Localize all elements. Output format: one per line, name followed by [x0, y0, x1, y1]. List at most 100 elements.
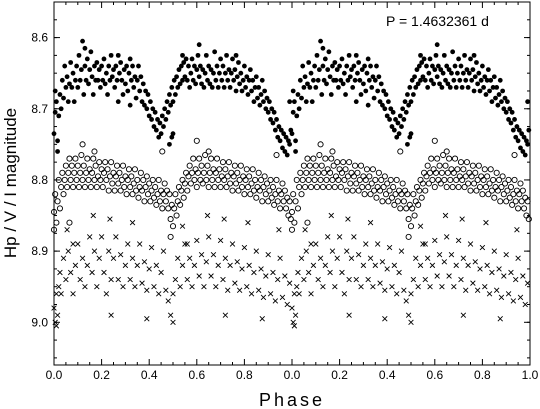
v-point: [205, 148, 212, 155]
hp-point: [518, 145, 523, 151]
i-point: [117, 251, 124, 258]
i-point: [365, 276, 371, 283]
hp-point: [336, 85, 341, 90]
v-point: [50, 208, 58, 216]
v-point: [116, 169, 123, 176]
i-point: [259, 316, 265, 322]
hp-point: [415, 81, 421, 87]
v-point: [217, 184, 224, 191]
v-point: [437, 180, 444, 187]
i-point: [458, 276, 464, 283]
v-point: [281, 187, 288, 194]
hp-point: [346, 52, 352, 58]
hp-point: [485, 67, 491, 73]
hp-point: [457, 77, 463, 83]
hp-point: [215, 85, 221, 90]
v-point: [150, 194, 158, 201]
hp-point: [213, 77, 219, 83]
i-point: [483, 219, 489, 226]
v-point: [487, 166, 494, 173]
hp-point: [491, 74, 497, 80]
hp-point: [137, 88, 143, 94]
hp-point: [494, 85, 500, 90]
hp-point: [434, 42, 440, 48]
v-point: [318, 162, 325, 169]
hp-point: [481, 85, 486, 90]
hp-point: [291, 99, 297, 105]
i-point: [484, 262, 490, 269]
v-point: [190, 155, 197, 162]
v-point: [393, 176, 400, 183]
v-point: [436, 162, 443, 169]
v-point: [305, 176, 312, 183]
hp-point: [459, 85, 465, 90]
hp-point: [138, 74, 144, 80]
hp-point: [145, 92, 151, 97]
hp-point: [131, 85, 137, 90]
hp-point: [516, 127, 522, 133]
v-point: [307, 184, 315, 191]
v-point: [356, 176, 363, 183]
v-point: [467, 187, 474, 194]
hp-point: [132, 74, 138, 80]
hp-point: [209, 85, 215, 90]
hp-point: [61, 95, 66, 101]
i-point: [215, 262, 221, 269]
i-point: [486, 291, 493, 297]
hp-point: [325, 67, 331, 73]
hp-point: [82, 63, 88, 69]
hp-point: [507, 106, 513, 112]
i-point: [308, 291, 314, 297]
x-tick-label: 0.4: [141, 368, 158, 382]
hp-point: [87, 67, 93, 73]
hp-point: [438, 67, 444, 73]
v-point: [198, 162, 205, 169]
hp-point: [99, 63, 104, 69]
x-tick-label: 1.0: [522, 368, 539, 382]
hp-point: [382, 106, 388, 112]
v-point: [328, 155, 335, 162]
hp-point: [250, 77, 256, 83]
i-point: [463, 287, 469, 293]
i-point: [136, 241, 143, 247]
hp-point: [188, 70, 194, 76]
hp-point: [51, 131, 57, 137]
hp-point: [98, 85, 103, 90]
hp-point: [456, 56, 461, 62]
i-point: [221, 216, 227, 222]
i-point: [89, 269, 95, 276]
v-point: [258, 176, 265, 183]
hp-point: [388, 106, 394, 112]
i-point: [141, 259, 148, 265]
v-point: [244, 184, 252, 191]
hp-point: [437, 81, 442, 87]
hp-point: [111, 67, 116, 73]
v-point: [372, 176, 379, 183]
v-point: [148, 187, 155, 194]
i-point: [175, 255, 181, 261]
v-point: [343, 187, 350, 194]
i-point: [332, 283, 338, 290]
v-point: [153, 201, 160, 208]
v-point: [388, 194, 396, 201]
i-point: [251, 269, 257, 276]
v-point: [472, 169, 479, 176]
v-point: [362, 176, 369, 183]
v-point: [410, 191, 417, 198]
hp-point: [62, 63, 68, 69]
i-point: [422, 241, 428, 247]
hp-point: [128, 77, 134, 83]
v-point: [310, 155, 317, 162]
v-point: [398, 191, 405, 198]
v-point: [416, 187, 423, 194]
hp-point: [207, 81, 213, 87]
hp-point: [214, 63, 220, 69]
hp-point: [308, 70, 314, 76]
v-point: [353, 180, 360, 187]
v-point: [418, 194, 425, 201]
v-point: [369, 166, 376, 173]
v-point: [447, 176, 454, 183]
hp-point: [302, 74, 308, 80]
hp-point: [262, 88, 268, 94]
hp-point: [258, 92, 264, 97]
